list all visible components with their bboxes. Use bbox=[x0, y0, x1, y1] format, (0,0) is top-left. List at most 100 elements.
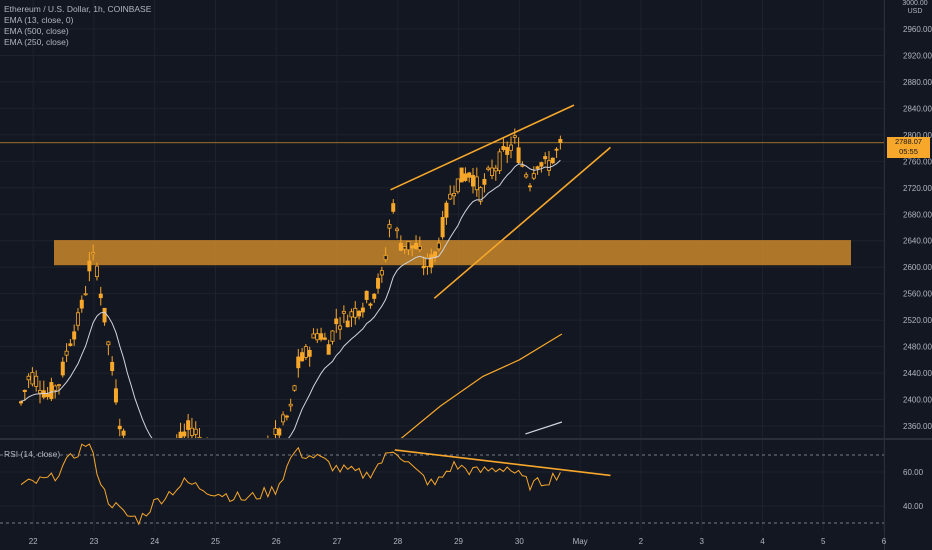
candle-body bbox=[467, 172, 472, 178]
candle-body bbox=[543, 156, 548, 160]
candle-body bbox=[113, 388, 118, 403]
candle-body bbox=[452, 193, 457, 197]
candle-body bbox=[319, 333, 324, 340]
candle-body bbox=[311, 333, 316, 339]
last-price-tag: 2788.07 05:55 bbox=[887, 137, 930, 158]
candle-body bbox=[338, 325, 343, 330]
candle-body bbox=[493, 167, 498, 172]
price-tick-label: 2640.00 bbox=[903, 237, 932, 246]
channel-lower-line bbox=[433, 146, 612, 299]
axis-unit-header: 3000.00 USD bbox=[900, 0, 930, 16]
candle-body bbox=[410, 245, 415, 249]
candle-body bbox=[315, 333, 320, 341]
axis-unit-top-value: 3000.00 bbox=[902, 0, 928, 7]
price-tick-label: 2880.00 bbox=[903, 78, 932, 87]
candle-body bbox=[284, 415, 289, 418]
candle-body bbox=[444, 202, 449, 218]
candle-body bbox=[379, 270, 384, 276]
candles bbox=[18, 128, 563, 438]
candle-body bbox=[102, 307, 107, 323]
price-tick-label: 2560.00 bbox=[903, 290, 932, 299]
candle-body bbox=[182, 431, 187, 437]
time-tick-label: 5 bbox=[821, 537, 826, 546]
candle-body bbox=[421, 265, 426, 269]
candle-body bbox=[22, 389, 27, 392]
candle-body bbox=[53, 385, 58, 391]
candle-body bbox=[501, 146, 506, 150]
price-tick-label: 2960.00 bbox=[903, 25, 932, 34]
candle-body bbox=[406, 241, 411, 251]
candle-body bbox=[307, 349, 312, 357]
candle-body bbox=[18, 401, 23, 404]
bar-countdown: 05:55 bbox=[899, 147, 918, 156]
main-pane bbox=[18, 104, 851, 438]
candle-body bbox=[398, 243, 403, 251]
candle-body bbox=[45, 393, 50, 398]
chart-legend: Ethereum / U.S. Dollar, 1h, COINBASE EMA… bbox=[4, 4, 151, 48]
ema-500-label: EMA (500, close) bbox=[4, 26, 69, 36]
candle-body bbox=[281, 414, 286, 423]
candle-body bbox=[448, 193, 453, 200]
price-tick-label: 2400.00 bbox=[903, 396, 932, 405]
candle-body bbox=[429, 254, 434, 268]
time-tick-label: 27 bbox=[333, 537, 342, 546]
resistance-zone bbox=[54, 240, 851, 266]
candle-body bbox=[60, 361, 65, 376]
candle-body bbox=[478, 187, 483, 202]
candle-body bbox=[459, 167, 464, 183]
candle-body bbox=[189, 427, 194, 436]
candle-body bbox=[372, 293, 377, 299]
price-tick-label: 2600.00 bbox=[903, 263, 932, 272]
candle-body bbox=[37, 390, 42, 394]
candle-body bbox=[455, 178, 460, 193]
price-tick-label: 2920.00 bbox=[903, 51, 932, 60]
candle-body bbox=[474, 176, 479, 191]
candle-body bbox=[345, 320, 350, 328]
candle-body bbox=[360, 307, 365, 313]
ema-13-label: EMA (13, close, 0) bbox=[4, 15, 74, 25]
candle-body bbox=[83, 293, 88, 296]
candle-body bbox=[34, 375, 39, 387]
candle-body bbox=[505, 146, 510, 155]
candle-body bbox=[193, 428, 198, 435]
time-tick-label: 2 bbox=[639, 537, 644, 546]
candle-body bbox=[186, 420, 191, 430]
candle-body bbox=[334, 318, 339, 325]
candle-body bbox=[326, 344, 331, 355]
ema-13-line bbox=[20, 159, 561, 438]
ema-250-label: EMA (250, close) bbox=[4, 37, 69, 47]
price-tick-label: 2760.00 bbox=[903, 157, 932, 166]
rsi-tick-label: 40.00 bbox=[903, 502, 924, 511]
candle-body bbox=[383, 255, 388, 261]
candle-body bbox=[512, 135, 517, 138]
candle-body bbox=[516, 147, 521, 163]
candle-body bbox=[364, 290, 369, 300]
candle-body bbox=[106, 341, 111, 346]
candle-body bbox=[440, 217, 445, 238]
candle-body bbox=[402, 246, 407, 250]
candle-body bbox=[486, 167, 491, 170]
time-tick-label: 30 bbox=[515, 537, 524, 546]
candle-body bbox=[391, 203, 396, 212]
time-tick-label: 29 bbox=[454, 537, 463, 546]
candle-body bbox=[368, 303, 373, 306]
candle-body bbox=[292, 385, 297, 391]
price-tick-label: 2520.00 bbox=[903, 316, 932, 325]
candle-body bbox=[277, 428, 282, 436]
candle-body bbox=[546, 160, 551, 171]
time-tick-label: 22 bbox=[29, 537, 38, 546]
candle-body bbox=[376, 277, 381, 289]
candle-body bbox=[30, 372, 35, 385]
price-axis: 2360.00 2400.00 2440.00 2480.00 2520.00 2560.… bbox=[903, 25, 932, 431]
candle-body bbox=[550, 157, 555, 164]
candle-body bbox=[490, 167, 495, 176]
candle-body bbox=[482, 178, 487, 185]
time-tick-label: 4 bbox=[760, 537, 765, 546]
candle-body bbox=[322, 337, 327, 340]
candle-body bbox=[303, 346, 308, 358]
rsi-legend: RSI (14, close) bbox=[4, 449, 61, 459]
rsi-pane bbox=[0, 443, 884, 526]
candle-body bbox=[414, 242, 419, 250]
axis-unit-label: USD bbox=[907, 8, 923, 15]
